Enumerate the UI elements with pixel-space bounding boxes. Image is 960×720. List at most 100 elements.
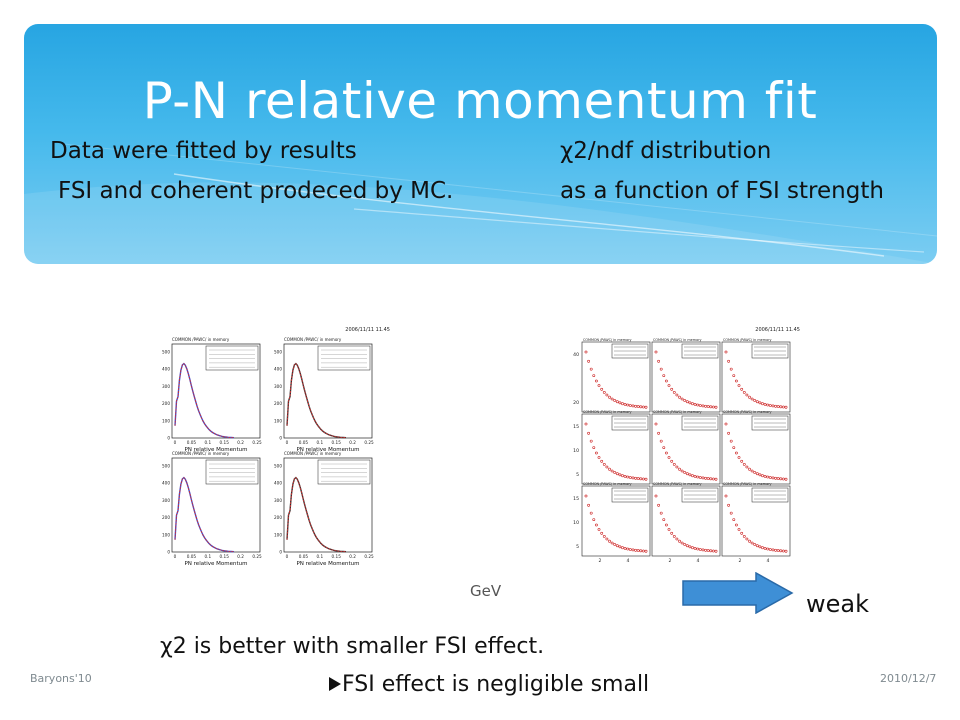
chi2-marker xyxy=(704,548,708,552)
chi2-marker xyxy=(659,439,663,443)
y-tick-label: 10 xyxy=(573,520,579,526)
chi2-marker xyxy=(701,404,705,408)
x-tick-label: 0 xyxy=(174,440,177,445)
chi2-marker xyxy=(704,404,708,408)
chi2-marker xyxy=(613,543,617,546)
chi2-marker xyxy=(781,405,785,409)
chi2-marker xyxy=(753,471,757,474)
chi2-marker xyxy=(610,469,614,473)
left-caption-line2: FSI and coherent prodeced by MC. xyxy=(58,178,454,204)
histogram-data xyxy=(286,476,347,553)
chi2-marker xyxy=(628,404,632,407)
chi2-marker xyxy=(750,469,754,473)
chi2-marker xyxy=(665,523,668,527)
panel-frame xyxy=(721,485,791,557)
chi2-marker xyxy=(634,476,638,480)
chi2-marker xyxy=(779,477,783,481)
panel-header: COMMON /PAWC/ in memory xyxy=(653,338,702,342)
chi2-marker xyxy=(771,404,775,408)
chi2-panel: COMMON /PAWC/ in memory 2 4 xyxy=(581,482,651,564)
y-tick-label: 300 xyxy=(274,384,282,389)
x-tick-label: 0.05 xyxy=(187,554,197,559)
chi2-marker xyxy=(659,367,663,371)
title-banner xyxy=(24,24,937,264)
arrow-label-weak: weak xyxy=(806,590,869,618)
chi2-marker xyxy=(698,404,702,407)
chi2-marker xyxy=(618,545,622,549)
chi2-marker xyxy=(662,518,666,522)
chi2-marker xyxy=(644,549,648,553)
chi2-marker xyxy=(605,537,609,541)
right-arrow-icon xyxy=(682,572,794,614)
x-tick-label: 4 xyxy=(767,558,770,564)
chi2-marker xyxy=(631,548,635,552)
y-tick-label: 200 xyxy=(274,515,282,520)
chi2-marker xyxy=(740,459,744,463)
chi2-marker xyxy=(750,397,754,401)
y-tick-label: 0 xyxy=(279,436,282,441)
chi2-marker xyxy=(675,393,679,397)
x-tick-label: 0.15 xyxy=(220,554,230,559)
chi2-marker xyxy=(662,446,666,450)
chi2-marker xyxy=(623,403,627,406)
chi2-marker xyxy=(602,462,606,466)
chi2-marker xyxy=(672,534,676,538)
y-tick-label: 100 xyxy=(162,532,170,537)
panel-header: COMMON /PAWC/ in memory xyxy=(723,410,772,414)
chi2-marker xyxy=(654,422,658,426)
chi2-marker xyxy=(608,467,611,471)
chi2-marker xyxy=(628,548,632,551)
chi2-panel: COMMON /PAWC/ in memory xyxy=(721,338,791,413)
panel-frame xyxy=(283,457,373,553)
panel-frame xyxy=(651,413,721,485)
chi2-marker xyxy=(680,397,684,401)
chi2-marker xyxy=(706,477,710,480)
x-tick-label: 0.2 xyxy=(349,554,356,559)
figure-timestamp: 2006/11/11 11.45 xyxy=(345,327,390,333)
y-tick-label: 500 xyxy=(162,350,170,355)
chi2-marker xyxy=(784,549,788,553)
chi2-marker xyxy=(642,549,645,553)
panel-header: COMMON /PAWC/ in memory xyxy=(583,482,632,486)
chi2-marker xyxy=(709,477,713,481)
chi2-marker xyxy=(768,404,772,407)
x-axis-label: PN relative Momentum xyxy=(184,561,247,567)
chi2-marker xyxy=(678,395,681,399)
x-tick-label: 0.25 xyxy=(252,440,262,445)
chi2-marker xyxy=(688,473,692,477)
histogram-fit xyxy=(174,362,235,439)
histogram-panel: COMMON /PAWC/ in memory50040030020010000… xyxy=(274,451,374,567)
chi2-marker xyxy=(768,548,772,551)
chi2-marker xyxy=(758,545,762,549)
histogram-fit xyxy=(286,476,347,553)
x-axis-label: PN relative Momentum xyxy=(296,447,359,453)
chi2-marker xyxy=(740,387,744,391)
chi2-marker xyxy=(753,399,757,402)
panel-frame xyxy=(171,343,261,439)
chi2-marker xyxy=(657,431,661,435)
x-tick-label: 4 xyxy=(697,558,700,564)
chi2-marker xyxy=(602,391,606,394)
chi2-marker xyxy=(748,539,751,543)
chi2-marker xyxy=(727,431,731,435)
chi2-marker xyxy=(732,518,736,522)
chi2-marker xyxy=(608,395,611,399)
chi2-marker xyxy=(734,451,738,455)
y-tick-label: 40 xyxy=(573,352,579,358)
chi2-panel: COMMON /PAWC/ in memory 2 4 xyxy=(721,482,791,564)
chi2-marker xyxy=(678,539,681,543)
y-tick-label: 0 xyxy=(167,550,170,555)
chi2-marker xyxy=(734,379,738,383)
y-tick-label: 500 xyxy=(162,464,170,469)
chi2-marker xyxy=(698,476,702,479)
y-tick-label: 300 xyxy=(274,498,282,503)
chi2-marker xyxy=(771,548,775,552)
panel-frame xyxy=(651,341,721,413)
chi2-marker xyxy=(766,403,770,407)
x-axis-label: PN relative Momentum xyxy=(184,447,247,453)
y-tick-label: 0 xyxy=(167,436,170,441)
x-tick-label: 0.25 xyxy=(252,554,262,559)
chi2-marker xyxy=(610,541,614,545)
chi2-marker xyxy=(758,401,762,405)
chi2-marker xyxy=(654,494,658,498)
